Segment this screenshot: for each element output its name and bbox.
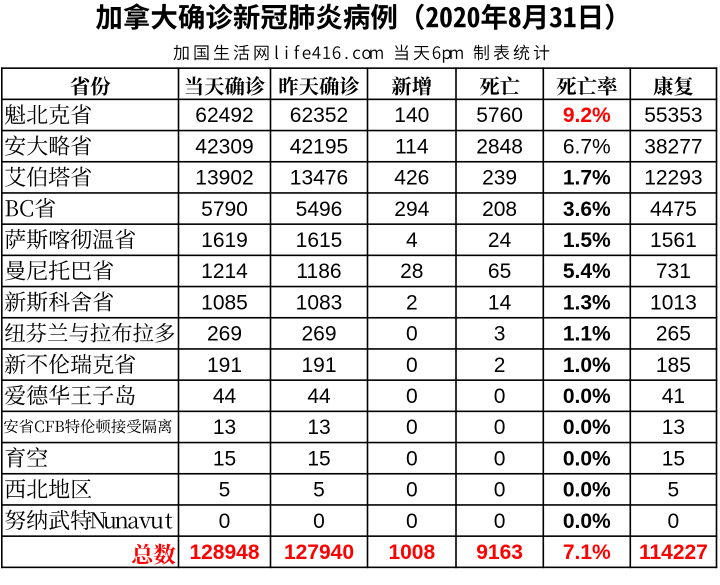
- svg-text:28: 28: [400, 260, 423, 283]
- svg-text:0: 0: [313, 510, 325, 533]
- svg-text:5.4%: 5.4%: [563, 260, 611, 283]
- svg-text:1615: 1615: [296, 229, 343, 252]
- svg-text:3: 3: [494, 323, 506, 346]
- svg-text:44: 44: [307, 385, 331, 408]
- svg-text:62492: 62492: [195, 104, 253, 127]
- svg-text:15: 15: [213, 447, 236, 470]
- svg-text:9163: 9163: [476, 541, 523, 564]
- svg-text:65: 65: [488, 260, 511, 283]
- svg-text:269: 269: [301, 323, 336, 346]
- svg-text:12293: 12293: [644, 167, 702, 190]
- svg-text:127940: 127940: [284, 541, 354, 564]
- svg-text:0: 0: [668, 510, 680, 533]
- svg-text:0: 0: [406, 479, 418, 502]
- svg-text:62352: 62352: [290, 104, 348, 127]
- svg-text:0: 0: [406, 416, 418, 439]
- svg-text:1186: 1186: [296, 260, 341, 283]
- svg-text:0.0%: 0.0%: [563, 385, 611, 408]
- svg-text:4: 4: [406, 229, 418, 252]
- svg-text:0: 0: [219, 510, 231, 533]
- svg-text:731: 731: [656, 260, 691, 283]
- svg-text:0.0%: 0.0%: [563, 447, 611, 470]
- svg-text:13: 13: [213, 416, 236, 439]
- svg-text:128948: 128948: [189, 541, 259, 564]
- svg-text:191: 191: [207, 354, 242, 377]
- svg-text:0: 0: [494, 447, 506, 470]
- svg-text:0: 0: [494, 479, 506, 502]
- svg-text:1085: 1085: [201, 291, 248, 314]
- svg-text:1.1%: 1.1%: [563, 323, 611, 346]
- svg-text:5760: 5760: [476, 104, 523, 127]
- svg-text:5790: 5790: [201, 198, 248, 221]
- svg-text:1.3%: 1.3%: [563, 291, 611, 314]
- svg-text:1008: 1008: [388, 541, 435, 564]
- svg-text:208: 208: [482, 198, 517, 221]
- svg-text:0: 0: [494, 510, 506, 533]
- svg-text:0.0%: 0.0%: [563, 416, 611, 439]
- svg-text:0: 0: [406, 354, 418, 377]
- svg-text:0.0%: 0.0%: [563, 479, 611, 502]
- svg-text:1.0%: 1.0%: [563, 354, 611, 377]
- svg-text:6.7%: 6.7%: [563, 135, 611, 158]
- svg-text:1.5%: 1.5%: [563, 229, 611, 252]
- svg-text:0: 0: [406, 323, 418, 346]
- svg-text:265: 265: [656, 323, 691, 346]
- svg-text:239: 239: [482, 167, 517, 190]
- svg-text:0: 0: [406, 510, 418, 533]
- svg-text:5: 5: [313, 479, 325, 502]
- svg-text:44: 44: [213, 385, 237, 408]
- svg-text:13476: 13476: [290, 167, 348, 190]
- svg-text:114: 114: [395, 135, 429, 158]
- svg-text:1.7%: 1.7%: [563, 167, 611, 190]
- svg-text:1561: 1561: [650, 229, 697, 252]
- svg-text:7.1%: 7.1%: [563, 541, 611, 564]
- svg-text:1083: 1083: [296, 291, 343, 314]
- svg-text:1013: 1013: [650, 291, 697, 314]
- svg-text:191: 191: [301, 354, 336, 377]
- svg-text:41: 41: [662, 385, 685, 408]
- svg-text:0: 0: [406, 385, 418, 408]
- svg-text:2: 2: [494, 354, 506, 377]
- svg-text:294: 294: [394, 198, 429, 221]
- svg-text:42195: 42195: [290, 135, 348, 158]
- svg-text:426: 426: [394, 167, 429, 190]
- svg-text:38277: 38277: [644, 135, 702, 158]
- svg-text:140: 140: [394, 104, 429, 127]
- svg-text:24: 24: [488, 229, 512, 252]
- svg-text:5: 5: [219, 479, 231, 502]
- svg-text:15: 15: [307, 447, 330, 470]
- svg-text:13902: 13902: [195, 167, 253, 190]
- svg-text:55353: 55353: [644, 104, 702, 127]
- svg-text:0: 0: [406, 447, 418, 470]
- svg-text:0: 0: [494, 385, 506, 408]
- svg-text:13: 13: [307, 416, 330, 439]
- svg-text:185: 185: [656, 354, 691, 377]
- svg-text:5: 5: [668, 479, 680, 502]
- svg-text:13: 13: [662, 416, 685, 439]
- svg-text:9.2%: 9.2%: [563, 104, 611, 127]
- svg-text:42309: 42309: [195, 135, 253, 158]
- svg-text:15: 15: [662, 447, 685, 470]
- svg-text:1214: 1214: [201, 260, 248, 283]
- svg-text:4475: 4475: [650, 198, 697, 221]
- svg-text:3.6%: 3.6%: [563, 198, 611, 221]
- svg-text:114227: 114227: [639, 541, 708, 564]
- svg-text:14: 14: [488, 291, 512, 314]
- svg-text:269: 269: [207, 323, 242, 346]
- svg-text:2: 2: [406, 291, 418, 314]
- svg-text:2848: 2848: [476, 135, 523, 158]
- svg-text:0: 0: [494, 416, 506, 439]
- svg-text:1619: 1619: [201, 229, 248, 252]
- svg-text:5496: 5496: [296, 198, 343, 221]
- svg-text:0.0%: 0.0%: [563, 510, 611, 533]
